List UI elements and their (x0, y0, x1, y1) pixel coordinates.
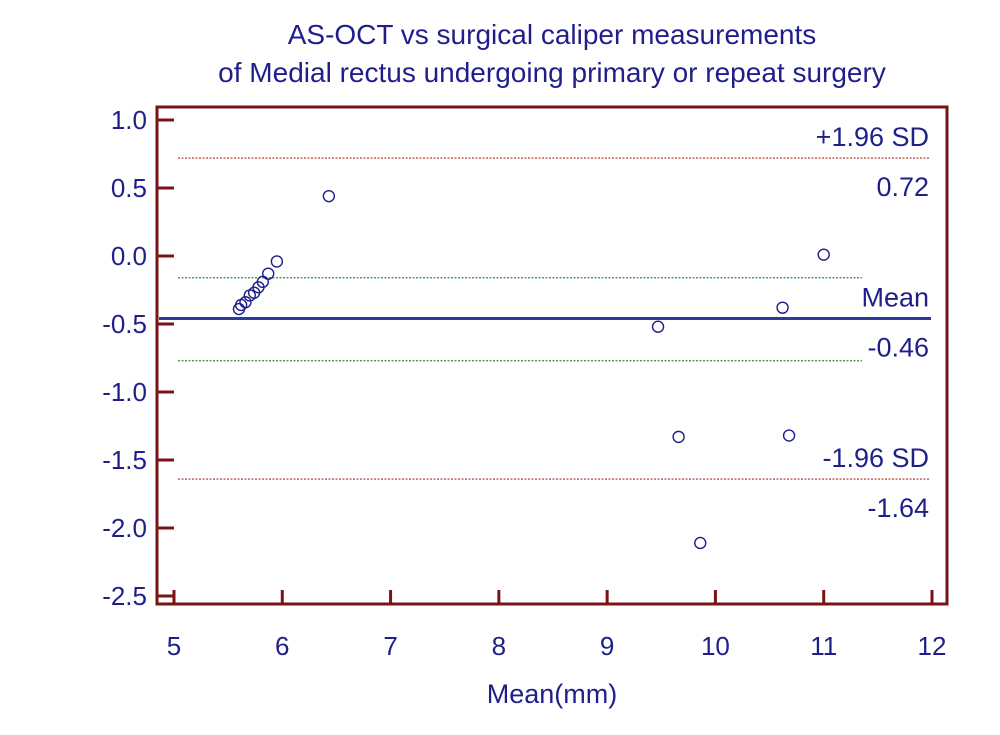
reference-lines (159, 157, 931, 480)
data-point (239, 296, 252, 309)
y-tick-label: -2.0 (102, 513, 147, 543)
data-point (270, 255, 284, 268)
x-tick-label: 7 (383, 631, 397, 661)
mean-label: Mean (861, 283, 929, 313)
chart-title-line-1: AS-OCT vs surgical caliper measurements (288, 19, 817, 50)
y-tick-label: -1.0 (102, 377, 147, 407)
data-point (651, 320, 665, 333)
chart-title-line-2: of Medial rectus undergoing primary or r… (218, 57, 886, 88)
y-axis: 1.0 0.5 0.0 -0.5 -1.0 -1.5 -2.0 -2.5 (102, 105, 174, 611)
y-tick-label: 0.5 (111, 173, 147, 203)
x-tick-label: 8 (492, 631, 506, 661)
data-point (817, 248, 830, 261)
data-points (232, 189, 830, 550)
data-point (262, 267, 275, 280)
lower-loa-value-label: -1.64 (867, 493, 929, 523)
reference-annotations: +1.96 SD 0.72 Mean -0.46 -1.96 SD -1.64 (816, 122, 929, 523)
data-point (322, 189, 336, 203)
y-tick-label: -2.5 (102, 581, 147, 611)
upper-loa-label: +1.96 SD (816, 122, 929, 152)
x-tick-label: 12 (918, 631, 947, 661)
upper-loa-value-label: 0.72 (876, 172, 929, 202)
x-tick-label: 10 (701, 631, 730, 661)
plot-frame (155, 105, 949, 606)
data-point (672, 430, 685, 444)
y-tick-label: -0.5 (102, 309, 147, 339)
mean-value-label: -0.46 (867, 333, 929, 363)
data-point (694, 536, 707, 550)
y-tick-label: 0.0 (111, 241, 147, 271)
x-axis-label: Mean(mm) (487, 679, 618, 709)
x-tick-label: 11 (810, 631, 837, 661)
x-axis: 5 6 7 8 9 10 11 12 (167, 590, 947, 661)
x-tick-label: 6 (275, 631, 289, 661)
y-tick-label: -1.5 (102, 445, 147, 475)
lower-loa-label: -1.96 SD (822, 443, 929, 473)
x-tick-label: 9 (600, 631, 614, 661)
y-tick-label: 1.0 (111, 105, 147, 135)
x-tick-label: 5 (167, 631, 181, 661)
data-point (776, 301, 789, 314)
data-point (782, 429, 796, 442)
